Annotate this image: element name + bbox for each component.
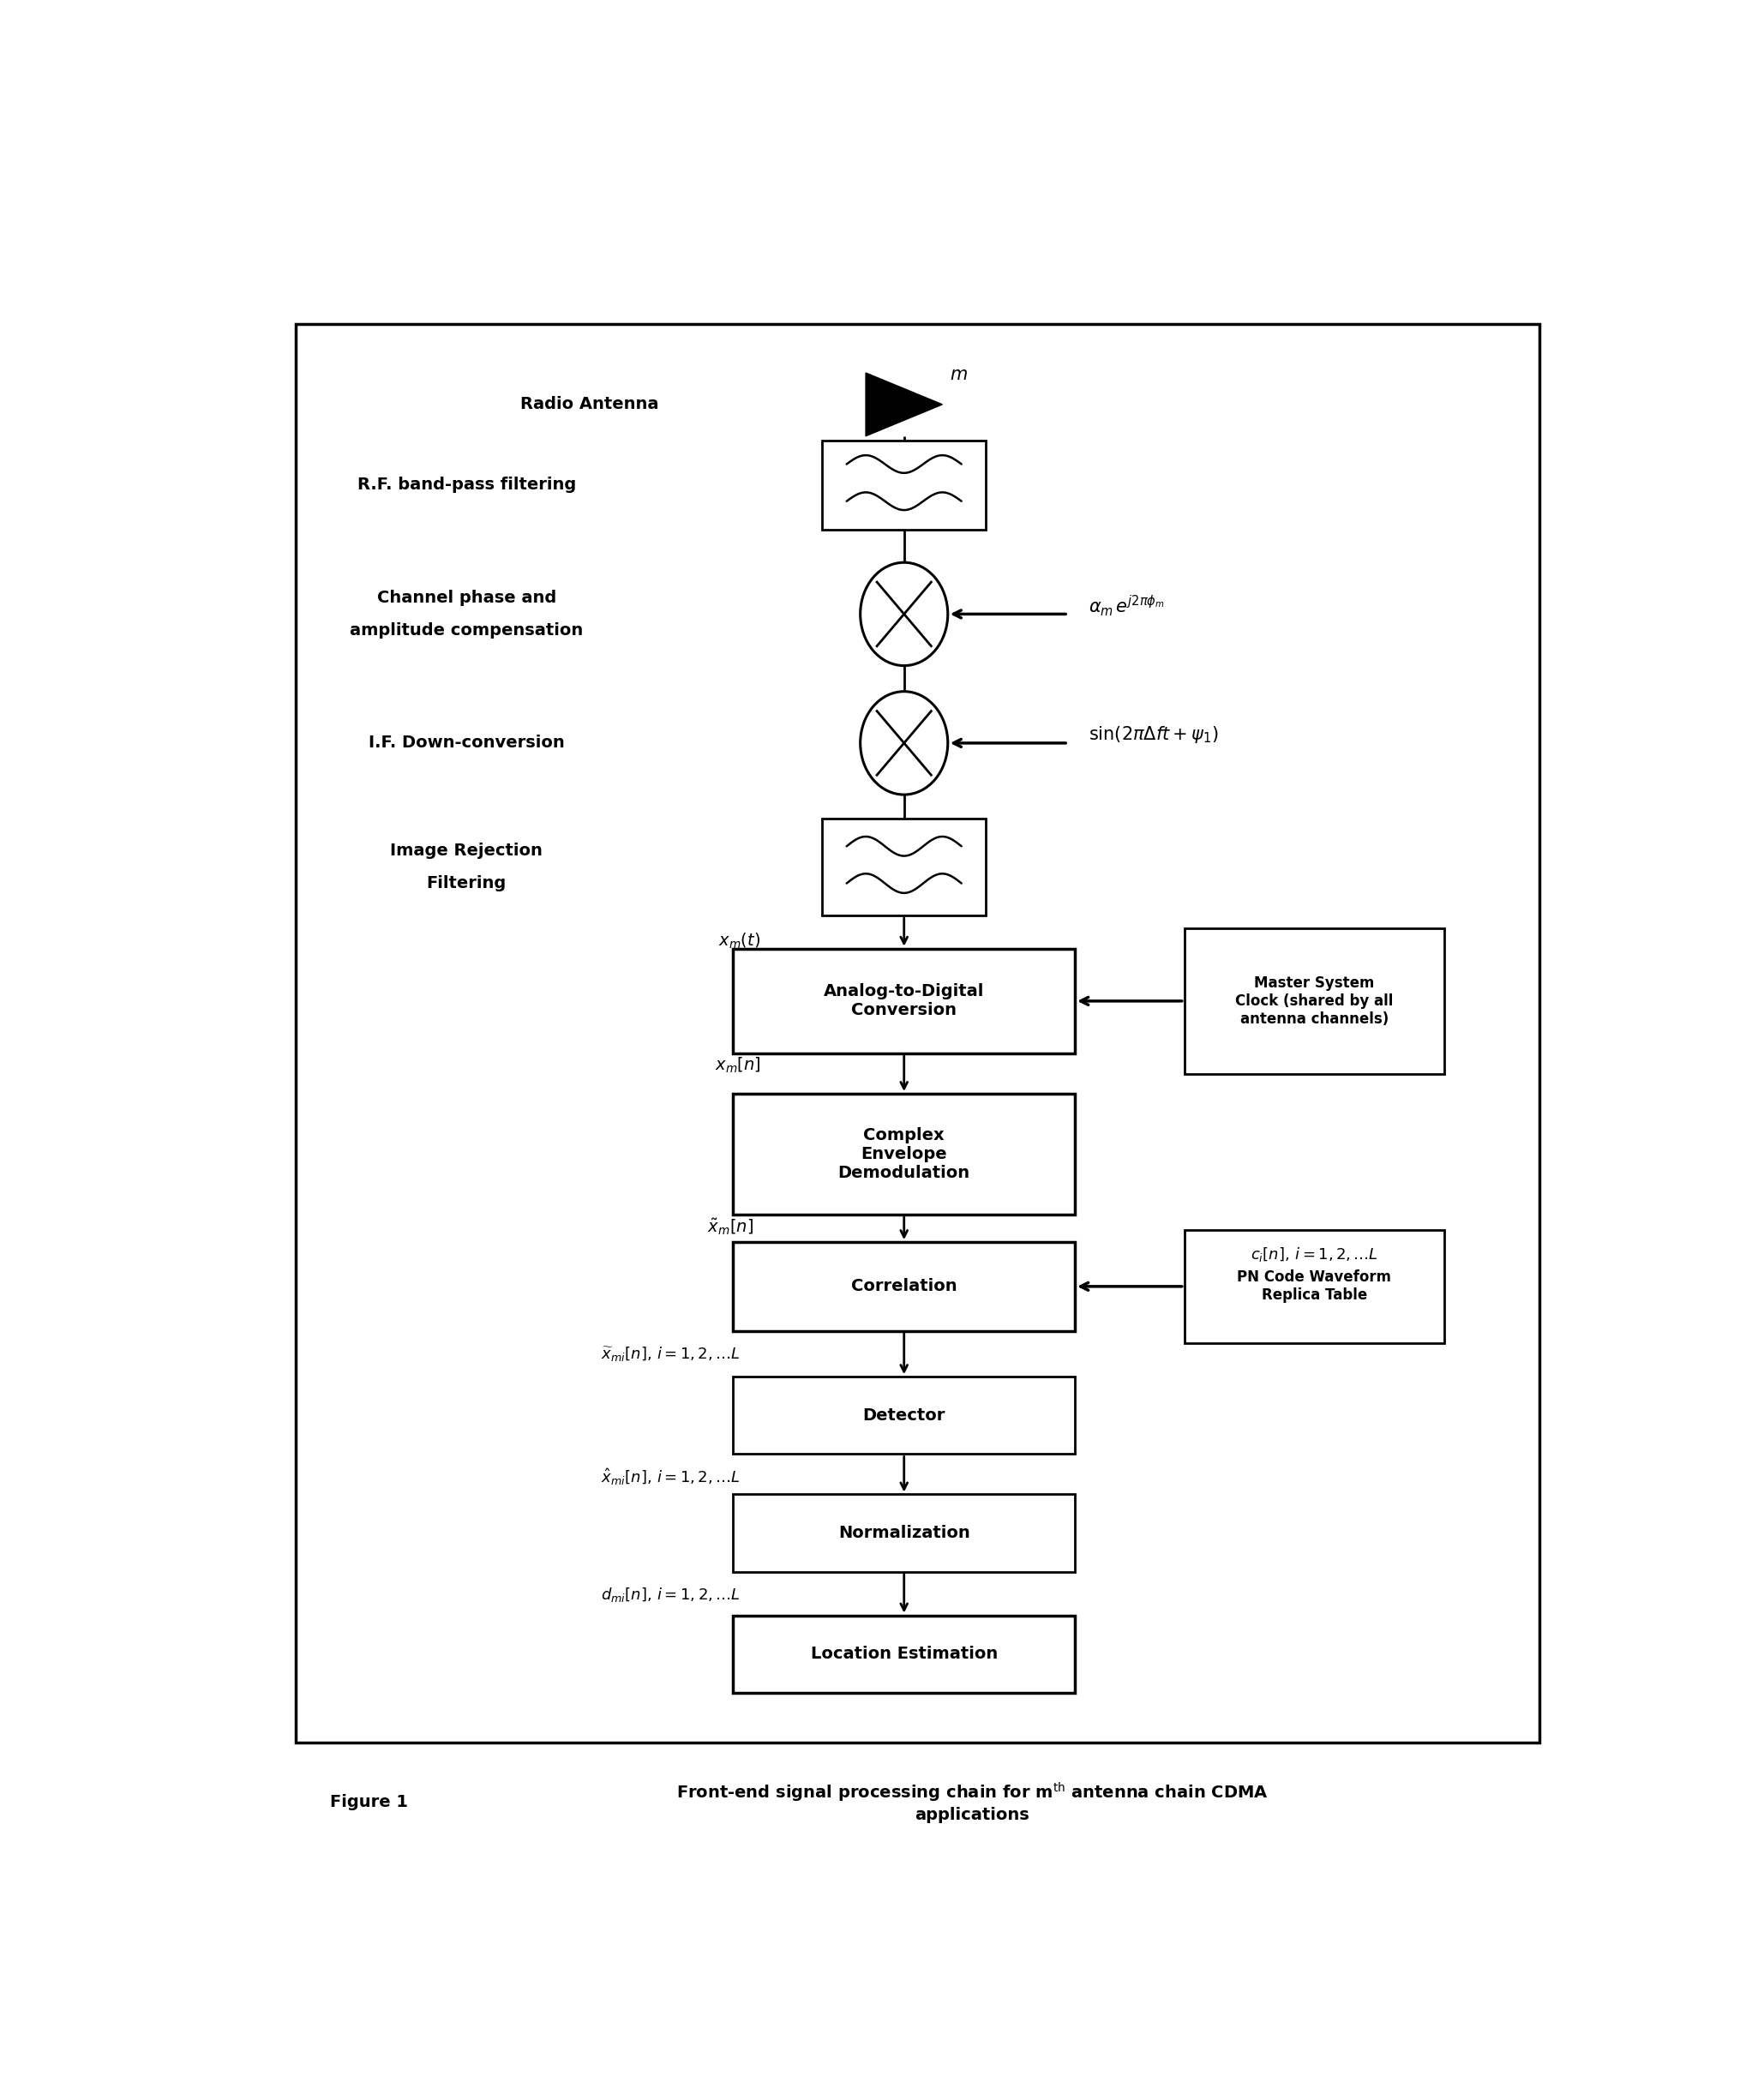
- Bar: [822, 440, 986, 530]
- Text: Correlation: Correlation: [850, 1277, 958, 1294]
- Text: $\hat{x}_{mi}[n],\, i=1,2,\ldots L$: $\hat{x}_{mi}[n],\, i=1,2,\ldots L$: [600, 1466, 741, 1487]
- Text: Location Estimation: Location Estimation: [810, 1646, 998, 1663]
- Bar: [296, 325, 1540, 1742]
- Text: $\alpha_m \, e^{j2\pi\phi_m}$: $\alpha_m \, e^{j2\pi\phi_m}$: [1088, 595, 1164, 618]
- Text: Normalization: Normalization: [838, 1524, 970, 1541]
- Bar: [822, 819, 986, 915]
- Text: Channel phase and: Channel phase and: [377, 591, 556, 605]
- Text: Radio Antenna: Radio Antenna: [520, 396, 658, 413]
- Text: Figure 1: Figure 1: [330, 1795, 407, 1811]
- Text: Image Rejection: Image Rejection: [390, 844, 543, 859]
- Text: Detector: Detector: [863, 1407, 946, 1424]
- Bar: [1184, 1229, 1445, 1342]
- Text: $x_m(t)$: $x_m(t)$: [718, 932, 760, 951]
- Text: Complex
Envelope
Demodulation: Complex Envelope Demodulation: [838, 1127, 970, 1181]
- Bar: [734, 1376, 1074, 1453]
- Text: PN Code Waveform
Replica Table: PN Code Waveform Replica Table: [1237, 1269, 1392, 1302]
- Text: Front-end signal processing chain for m$^{\rm th}$ antenna chain CDMA
applicatio: Front-end signal processing chain for m$…: [676, 1782, 1268, 1824]
- Text: R.F. band-pass filtering: R.F. band-pass filtering: [356, 477, 577, 494]
- Text: $m$: $m$: [949, 366, 968, 383]
- Text: Filtering: Filtering: [427, 875, 506, 892]
- Bar: [734, 1093, 1074, 1215]
- Bar: [734, 1614, 1074, 1692]
- Polygon shape: [866, 373, 942, 436]
- Text: I.F. Down-conversion: I.F. Down-conversion: [369, 735, 564, 752]
- Text: $c_i[n],\, i=1,2,\ldots L$: $c_i[n],\, i=1,2,\ldots L$: [1251, 1246, 1378, 1263]
- Bar: [1184, 928, 1445, 1074]
- Bar: [734, 949, 1074, 1053]
- Text: Analog-to-Digital
Conversion: Analog-to-Digital Conversion: [824, 984, 984, 1018]
- Text: Master System
Clock (shared by all
antenna channels): Master System Clock (shared by all anten…: [1235, 976, 1394, 1026]
- Text: $x_m[n]$: $x_m[n]$: [714, 1055, 760, 1074]
- Text: $d_{mi}[n],\, i=1,2,\ldots L$: $d_{mi}[n],\, i=1,2,\ldots L$: [600, 1585, 741, 1604]
- Bar: [734, 1242, 1074, 1332]
- Text: $\widetilde{x}_{mi}[n],\, i=1,2,\ldots L$: $\widetilde{x}_{mi}[n],\, i=1,2,\ldots L…: [600, 1344, 741, 1363]
- Bar: [734, 1495, 1074, 1573]
- Text: $\tilde{x}_m[n]$: $\tilde{x}_m[n]$: [707, 1217, 753, 1238]
- Text: $\sin(2\pi\Delta f t + \psi_1)$: $\sin(2\pi\Delta f t + \psi_1)$: [1088, 725, 1219, 745]
- Text: amplitude compensation: amplitude compensation: [349, 622, 584, 639]
